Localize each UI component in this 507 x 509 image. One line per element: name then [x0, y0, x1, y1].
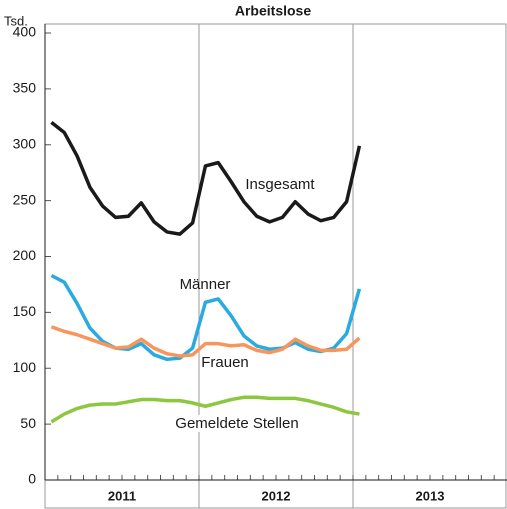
label-background [172, 414, 302, 432]
y-tick-label: 200 [13, 247, 37, 263]
y-tick-label: 300 [13, 135, 37, 151]
year-label: 2011 [108, 488, 136, 503]
year-label: 2013 [416, 488, 445, 503]
y-tick-label: 50 [20, 415, 36, 431]
series-label: Insgesamt [245, 176, 315, 193]
y-axis-label: Tsd. [4, 13, 28, 28]
label-background [242, 175, 319, 193]
y-tick-label: 150 [13, 303, 37, 319]
series-line [50, 273, 362, 362]
plot-frame [44, 23, 507, 509]
series-label: Gemeldete Stellen [175, 415, 298, 432]
y-tick-label: 400 [13, 24, 37, 40]
series-label: Frauen [201, 354, 249, 371]
y-tick-label: 0 [28, 471, 36, 487]
y-tick-label: 100 [13, 359, 37, 375]
series-line [50, 395, 360, 424]
series-line [50, 121, 362, 236]
series-line [50, 325, 361, 358]
y-tick-label: 350 [13, 80, 37, 96]
year-label: 2012 [262, 488, 291, 503]
chart-title: Arbeitslose [235, 3, 311, 19]
series-label: Männer [180, 276, 231, 293]
y-tick-label: 250 [13, 191, 37, 207]
